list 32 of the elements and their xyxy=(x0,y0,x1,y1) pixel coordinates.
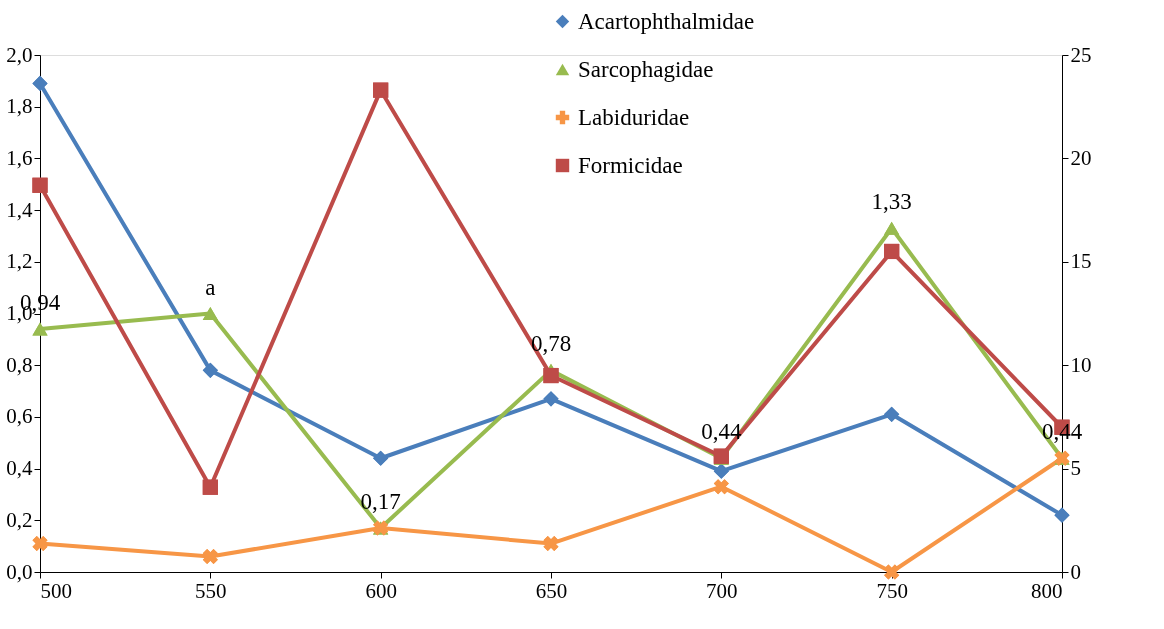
y-tick-label: 0,2 xyxy=(6,507,33,532)
y2-tick-label: 0 xyxy=(1070,559,1081,584)
x-tick-label: 600 xyxy=(365,578,397,603)
data-label: 1,33 xyxy=(871,189,912,215)
x-tick-label: 500 xyxy=(40,578,72,603)
x-tick-label: 550 xyxy=(195,578,227,603)
y-tick-label: 1,6 xyxy=(6,145,33,170)
legend-label: Acartophthalmidae xyxy=(578,8,755,34)
y-tick-label: 2,0 xyxy=(6,42,33,67)
x-tick-label: 750 xyxy=(876,578,908,603)
data-label: a xyxy=(205,274,216,300)
x-tick-label: 650 xyxy=(535,578,568,603)
y-tick-label: 1,8 xyxy=(6,94,33,119)
data-label: 0,78 xyxy=(530,331,572,357)
y2-tick-label: 15 xyxy=(1070,249,1092,274)
x-tick-label: 700 xyxy=(706,578,738,603)
y2-tick-label: 10 xyxy=(1070,352,1092,377)
y-tick-label: 0,0 xyxy=(6,559,33,584)
x-tick-label: 800 xyxy=(1031,578,1063,603)
data-label: 0,17 xyxy=(360,489,401,515)
legend-label: Formicidae xyxy=(578,152,683,178)
y-tick-label: 0,6 xyxy=(6,404,33,429)
y2-tick-label: 25 xyxy=(1070,42,1092,67)
y-tick-label: 0,4 xyxy=(6,456,33,481)
y-tick-label: 1,2 xyxy=(6,249,33,274)
y-tick-label: 1,4 xyxy=(6,197,33,222)
legend-label: Labiduridae xyxy=(578,104,690,130)
legend-label: Sarcophagidae xyxy=(578,56,714,82)
y-tick-label: 0,8 xyxy=(6,352,33,377)
y2-tick-label: 20 xyxy=(1070,145,1092,170)
y2-tick-label: 5 xyxy=(1070,456,1081,481)
data-label: 0,44 xyxy=(701,419,742,445)
